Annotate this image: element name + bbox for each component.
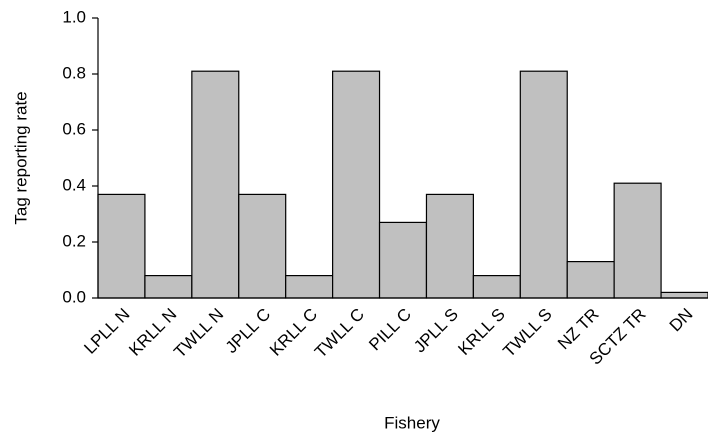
bar	[238, 193, 287, 299]
y-tick-label: 0.8	[62, 63, 86, 82]
y-tick-label: 1.0	[62, 7, 86, 26]
x-tick-label: JPLL C	[222, 305, 274, 357]
y-tick-label: 0.2	[62, 231, 86, 250]
x-tick-label: TWLL S	[499, 305, 555, 361]
bar	[332, 70, 381, 299]
bar	[97, 193, 146, 299]
x-tick-label: DN	[666, 305, 697, 336]
bar	[425, 193, 474, 299]
bar	[285, 275, 334, 299]
y-tick-label: 0.6	[62, 119, 86, 138]
bar	[519, 70, 568, 299]
y-axis-label: Tag reporting rate	[11, 91, 30, 224]
y-tick-label: 0.0	[62, 287, 86, 306]
x-tick-label: JPLL S	[410, 305, 462, 357]
x-tick-label: PILL C	[365, 305, 415, 355]
x-tick-label: KRLL S	[454, 305, 508, 359]
bar	[566, 261, 615, 299]
bar	[378, 221, 428, 299]
bar	[472, 275, 521, 299]
y-tick-label: 0.4	[62, 175, 86, 194]
x-tick-label: LPLL N	[80, 305, 133, 358]
bar	[613, 182, 662, 299]
bar	[144, 275, 193, 299]
x-axis-label: Fishery	[384, 413, 440, 432]
x-tick-label: TWLL C	[311, 305, 368, 362]
x-tick-label: TWLL N	[170, 305, 227, 362]
bar	[191, 70, 240, 299]
bar	[660, 291, 708, 299]
